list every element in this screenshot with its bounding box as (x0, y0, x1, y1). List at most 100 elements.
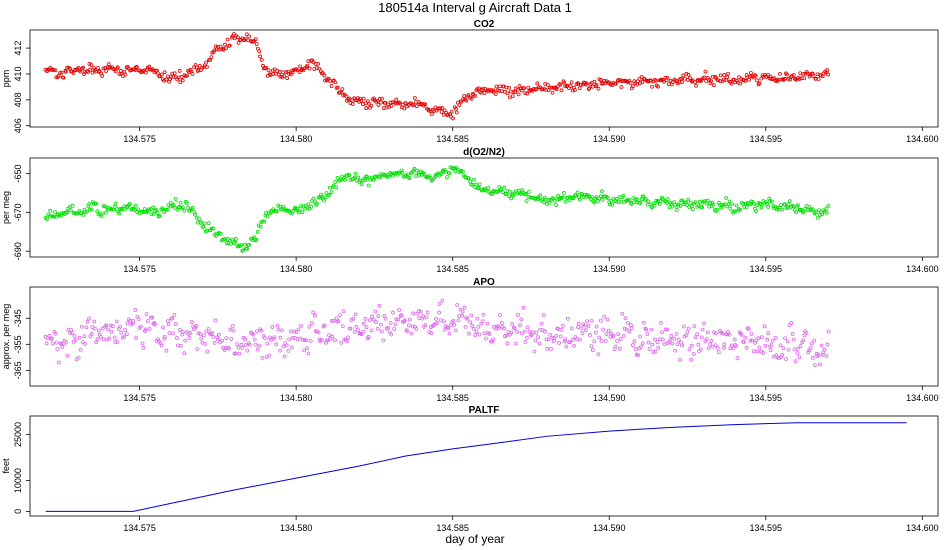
apo-data-point (532, 349, 537, 354)
apo-data-point (327, 333, 331, 338)
co2-data-point (637, 77, 642, 81)
apo-data-point (89, 332, 94, 336)
co2-data-point (388, 100, 393, 105)
apo-data-point (655, 340, 660, 345)
apo-data-point (824, 354, 829, 358)
paltf-x-tick-label: 134.580 (280, 523, 313, 533)
co2-data-point (402, 106, 407, 111)
apo-data-point (133, 308, 138, 312)
do2n2-data-point (658, 199, 663, 204)
co2-data-point (613, 81, 618, 86)
do2n2-data-point (730, 202, 735, 207)
apo-data-point (806, 350, 811, 355)
apo-data-point (570, 338, 575, 342)
apo-data-point (389, 332, 394, 337)
do2n2-data-point (638, 201, 643, 205)
apo-data-point (452, 322, 457, 327)
apo-data-point (423, 323, 428, 328)
apo-data-point (424, 315, 429, 320)
apo-data-point (611, 333, 616, 338)
apo-data-point (378, 322, 383, 327)
do2n2-data-point (136, 207, 141, 212)
apo-data-point (278, 335, 283, 340)
co2-data-point (494, 84, 499, 89)
apo-data-point (371, 317, 376, 322)
apo-data-point (467, 331, 471, 336)
apo-data-point (809, 341, 814, 346)
do2n2-data-point (634, 197, 639, 201)
apo-data-point (437, 302, 442, 306)
do2n2-data-point (84, 209, 89, 214)
co2-data-point (108, 65, 113, 70)
co2-data-point (585, 81, 589, 86)
do2n2-data-point (488, 191, 493, 196)
apo-data-point (730, 346, 735, 351)
apo-data-point (437, 310, 441, 315)
apo-data-point (425, 310, 430, 315)
apo-data-point (363, 317, 368, 321)
co2-data-point (713, 74, 718, 79)
apo-data-point (525, 325, 530, 330)
apo-data-point (629, 326, 634, 331)
apo-data-point (536, 335, 541, 340)
co2-data-point (718, 73, 723, 78)
apo-data-point (586, 324, 591, 328)
co2-data-point (773, 79, 778, 83)
do2n2-x-tick-label: 134.575 (123, 264, 156, 274)
co2-data-point (562, 80, 567, 85)
apo-data-point (519, 317, 524, 322)
co2-data-point (329, 84, 334, 88)
co2-data-point (209, 55, 214, 60)
apo-data-point (290, 335, 295, 340)
do2n2-data-point (502, 185, 507, 190)
do2n2-data-point (353, 171, 358, 176)
do2n2-data-point (443, 169, 448, 174)
do2n2-data-point (335, 175, 340, 180)
co2-data-point (162, 70, 167, 75)
co2-data-point (287, 72, 292, 76)
apo-data-point (801, 338, 806, 343)
apo-data-point (114, 319, 119, 324)
apo-data-point (147, 327, 152, 331)
apo-data-point (784, 357, 789, 361)
apo-data-point (498, 313, 502, 317)
apo-data-point (410, 324, 415, 329)
apo-data-point (544, 337, 549, 342)
co2-data-point (150, 67, 155, 72)
apo-data-point (516, 312, 520, 317)
co2-data-point (811, 74, 816, 78)
apo-data-point (409, 331, 414, 336)
apo-data-point (122, 334, 127, 339)
co2-data-point (397, 100, 402, 105)
do2n2-data-point (331, 183, 336, 188)
apo-data-point (119, 330, 124, 335)
do2n2-data-point (688, 200, 693, 205)
apo-data-point (220, 338, 224, 343)
apo-data-point (756, 336, 761, 341)
apo-data-point (150, 315, 155, 320)
apo-data-point (589, 318, 594, 323)
apo-data-point (564, 344, 569, 349)
co2-data-point (825, 68, 830, 72)
do2n2-data-point (719, 205, 724, 210)
apo-data-point (562, 339, 567, 344)
do2n2-data-point (300, 210, 305, 214)
do2n2-x-tick-label: 134.600 (906, 264, 939, 274)
co2-data-point (259, 57, 264, 62)
apo-data-point (53, 331, 58, 336)
co2-data-point (509, 89, 513, 94)
do2n2-plot-frame (29, 157, 939, 258)
do2n2-data-point (168, 204, 173, 209)
apo-data-point (741, 340, 746, 344)
apo-data-point (175, 336, 179, 340)
co2-data-point (644, 78, 649, 83)
co2-data-point (96, 66, 100, 70)
co2-data-point (785, 72, 789, 77)
apo-data-point (228, 327, 233, 332)
do2n2-data-point (742, 204, 747, 209)
apo-title: APO (473, 277, 495, 288)
apo-data-point (320, 338, 324, 342)
co2-data-point (549, 85, 554, 90)
apo-data-point (94, 340, 99, 345)
